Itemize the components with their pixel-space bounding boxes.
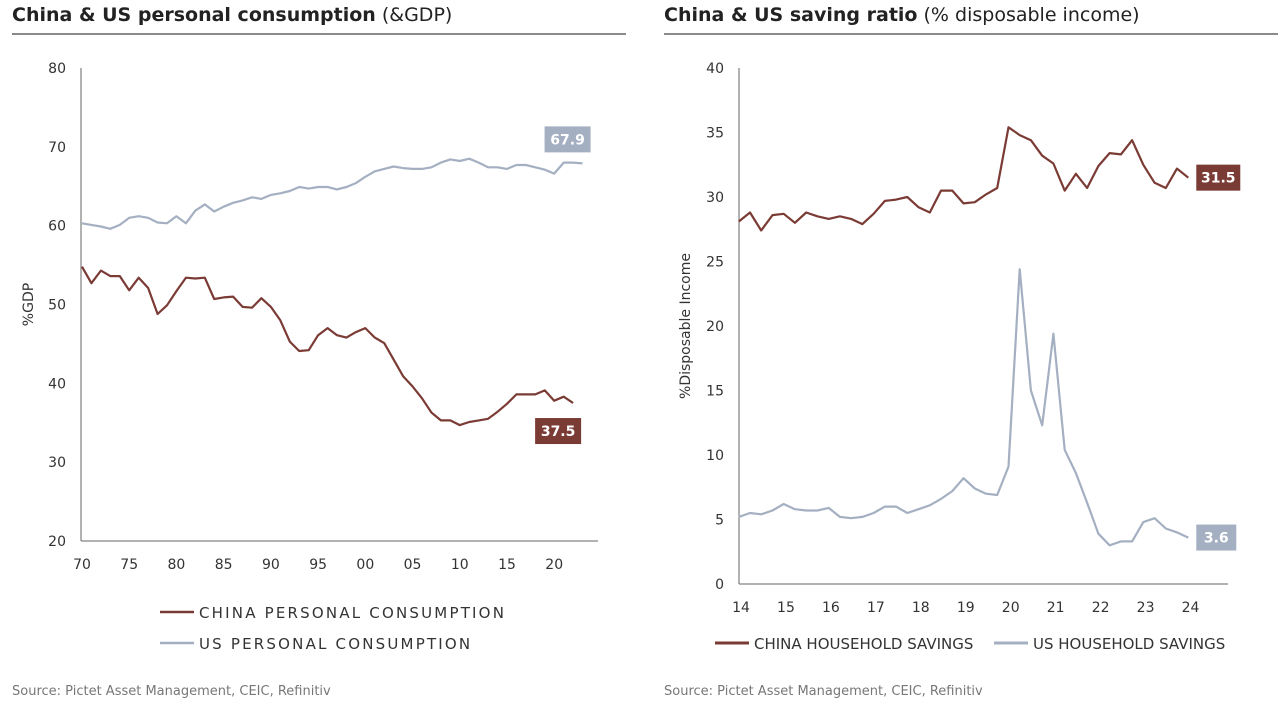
- consumption-line-chart: 20 30 40 50 60 70 80 70 75 80 85 90 95 00 05 10 15 20 %GDP…: [21, 61, 598, 653]
- x-tick-label: 20: [545, 557, 563, 573]
- chart-title-main: China & US saving ratio: [664, 4, 918, 26]
- china-end-label-box: [1196, 164, 1241, 191]
- x-tick-label: 85: [215, 557, 233, 573]
- x-tick-label: 15: [777, 600, 795, 616]
- china-end-label-box: [535, 418, 582, 445]
- x-tick-label: 75: [120, 557, 138, 573]
- us-legend-label: US PERSONAL CONSUMPTION: [199, 635, 472, 653]
- consumption-chart-panel: China & US personal consumption (&GDP) 2…: [12, 4, 626, 699]
- y-tick-label: 25: [706, 255, 724, 271]
- us-end-label-box: [1196, 524, 1237, 551]
- title-rule: [664, 33, 1278, 35]
- x-tick-label: 18: [912, 600, 930, 616]
- y-tick-label: 50: [48, 298, 66, 314]
- y-tick-label: 30: [706, 190, 724, 206]
- saving-ratio-line-chart: 0 5 10 15 20 25 30 35 40 14 15 16 17 18 19 20 21 22 23 24 %D…: [678, 61, 1241, 653]
- y-tick-label: 0: [715, 577, 724, 593]
- y-tick-label: 10: [706, 448, 724, 464]
- x-tick-label: 80: [168, 557, 186, 573]
- x-tick-label: 22: [1092, 600, 1110, 616]
- us-end-label: 67.9: [550, 132, 585, 148]
- x-tick-label: 15: [498, 557, 516, 573]
- china-series-line: [81, 266, 574, 427]
- y-tick-label: 20: [706, 319, 724, 335]
- china-legend-label: CHINA PERSONAL CONSUMPTION: [199, 604, 506, 622]
- x-tick-label: 14: [732, 600, 750, 616]
- x-tick-label: 23: [1137, 600, 1155, 616]
- y-tick-label: 30: [48, 455, 66, 471]
- x-tick-label: 95: [309, 557, 327, 573]
- china-end-label: 37.5: [541, 424, 576, 440]
- us-series-line: [738, 268, 1189, 547]
- y-tick-label: 20: [48, 534, 66, 550]
- us-series-line: [81, 157, 583, 230]
- x-tick-label: 19: [957, 600, 975, 616]
- us-end-label-box: [544, 126, 591, 153]
- y-axis-label: %Disposable Income: [678, 253, 694, 399]
- y-tick-label: 40: [48, 376, 66, 392]
- x-tick-label: 17: [867, 600, 885, 616]
- x-tick-label: 00: [356, 557, 374, 573]
- chart-title: China & US saving ratio (% disposable in…: [664, 4, 1140, 26]
- source-note: Source: Pictet Asset Management, CEIC, R…: [12, 684, 331, 699]
- chart-title-main: China & US personal consumption: [12, 4, 376, 26]
- x-tick-label: 20: [1002, 600, 1020, 616]
- saving-ratio-chart-panel: China & US saving ratio (% disposable in…: [652, 0, 1280, 710]
- y-axis-label: %GDP: [21, 283, 37, 326]
- y-tick-label: 70: [48, 140, 66, 156]
- x-tick-label: 05: [404, 557, 422, 573]
- y-tick-label: 60: [48, 219, 66, 235]
- y-tick-label: 80: [48, 61, 66, 77]
- x-tick-label: 24: [1182, 600, 1200, 616]
- y-tick-label: 35: [706, 126, 724, 142]
- x-tick-label: 16: [822, 600, 840, 616]
- china-series-line: [738, 126, 1189, 232]
- y-tick-label: 5: [715, 513, 724, 529]
- us-legend-label: US HOUSEHOLD SAVINGS: [1033, 635, 1225, 653]
- x-tick-label: 90: [262, 557, 280, 573]
- y-tick-label: 40: [706, 61, 724, 77]
- chart-subtitle: (&GDP): [381, 4, 453, 26]
- china-end-label: 31.5: [1201, 171, 1236, 187]
- source-note: Source: Pictet Asset Management, CEIC, R…: [664, 684, 983, 699]
- chart-subtitle: (% disposable income): [923, 4, 1140, 26]
- x-tick-label: 21: [1047, 600, 1065, 616]
- x-tick-label: 70: [73, 557, 91, 573]
- y-tick-label: 15: [706, 384, 724, 400]
- china-legend-label: CHINA HOUSEHOLD SAVINGS: [754, 635, 973, 653]
- chart-title: China & US personal consumption (&GDP): [12, 4, 452, 26]
- x-tick-label: 10: [451, 557, 469, 573]
- us-end-label: 3.6: [1204, 531, 1229, 547]
- title-rule: [12, 33, 626, 35]
